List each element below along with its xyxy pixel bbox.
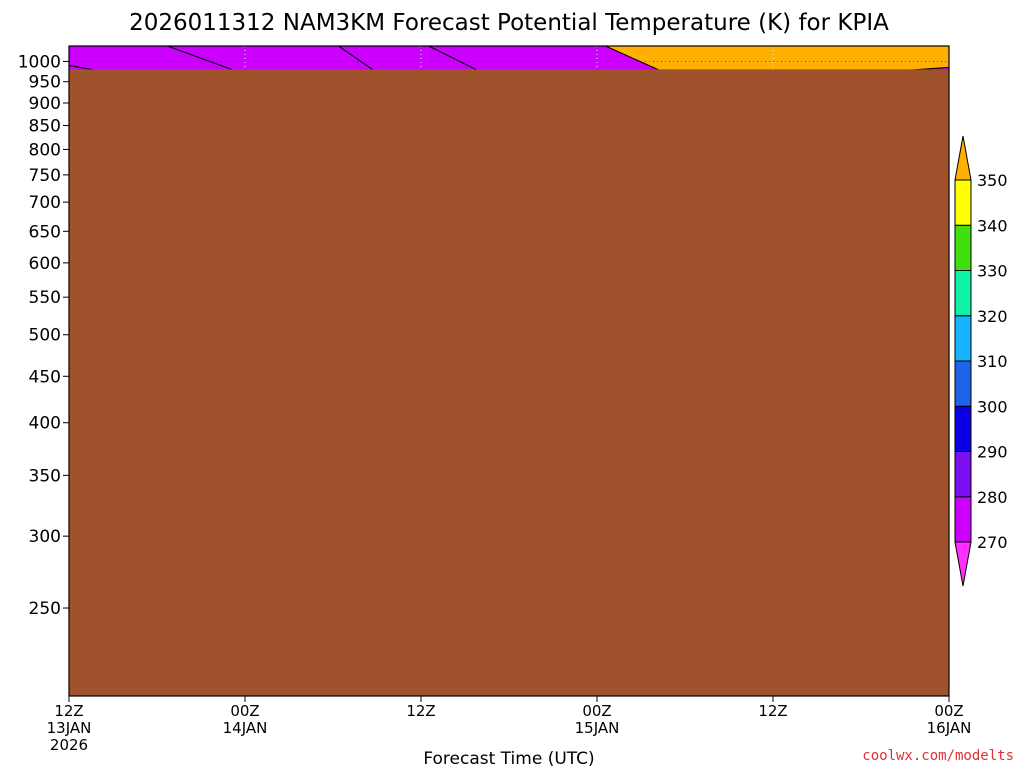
colorbar-segment bbox=[954, 270, 972, 317]
x-tick-label: 00Z bbox=[230, 702, 259, 720]
colorbar-segment-above bbox=[954, 135, 972, 181]
y-tick-label: 1000 bbox=[18, 52, 61, 72]
colorbar-segment bbox=[954, 315, 972, 362]
colorbar-tick-label: 340 bbox=[977, 216, 1008, 235]
x-tick-label: 14JAN bbox=[223, 719, 268, 737]
x-tick-label: 2026 bbox=[50, 736, 88, 754]
colorbar-legend: 270 280 290 300 310 320 330 340 350 bbox=[954, 135, 1008, 587]
x-tick-label: 12Z bbox=[758, 702, 787, 720]
x-tick-label: 15JAN bbox=[575, 719, 620, 737]
colorbar-segment bbox=[954, 360, 972, 407]
y-tick-label: 450 bbox=[29, 367, 61, 387]
colorbar-tick-label: 270 bbox=[977, 533, 1008, 552]
y-tick-label: 600 bbox=[29, 254, 61, 274]
x-tick-label: 13JAN bbox=[47, 719, 92, 737]
y-tick-label: 700 bbox=[29, 193, 61, 213]
y-axis: 250 300 350 400 450 500 550 600 650 700 750 800 850 9… bbox=[18, 52, 69, 619]
y-tick-label: 850 bbox=[29, 117, 61, 137]
colorbar-tick-label: 320 bbox=[977, 307, 1008, 326]
colorbar-tick-label: 330 bbox=[977, 262, 1008, 281]
y-tick-label: 500 bbox=[29, 326, 61, 346]
ground-surface bbox=[69, 69, 949, 696]
colorbar-tick-label: 300 bbox=[977, 397, 1008, 416]
y-tick-label: 400 bbox=[29, 414, 61, 434]
colorbar-tick-label: 290 bbox=[977, 443, 1008, 462]
y-tick-label: 550 bbox=[29, 288, 61, 308]
credit-link[interactable]: coolwx.com/modelts bbox=[862, 748, 1014, 764]
y-tick-label: 300 bbox=[29, 527, 61, 547]
plot-area: 3563523483483443443403403363363323323283… bbox=[69, 46, 949, 696]
colorbar-tick-label: 350 bbox=[977, 171, 1008, 190]
y-tick-label: 800 bbox=[29, 140, 61, 160]
colorbar-tick-label: 310 bbox=[977, 352, 1008, 371]
colorbar-segment bbox=[954, 179, 972, 226]
colorbar-segment bbox=[954, 451, 972, 498]
x-tick-label: 00Z bbox=[934, 702, 963, 720]
y-tick-label: 650 bbox=[29, 222, 61, 242]
chart-title: 2026011312 NAM3KM Forecast Potential Tem… bbox=[129, 10, 889, 36]
x-axis-label: Forecast Time (UTC) bbox=[423, 749, 594, 768]
y-tick-label: 750 bbox=[29, 166, 61, 186]
y-tick-label: 250 bbox=[29, 599, 61, 619]
colorbar-tick-label: 280 bbox=[977, 488, 1008, 507]
x-tick-label: 12Z bbox=[54, 702, 83, 720]
colorbar-segment bbox=[954, 224, 972, 271]
y-tick-label: 950 bbox=[29, 73, 61, 93]
colorbar-segment-below bbox=[954, 541, 972, 587]
colorbar-segment bbox=[954, 405, 972, 452]
x-tick-label: 12Z bbox=[406, 702, 435, 720]
y-tick-label: 350 bbox=[29, 466, 61, 486]
y-tick-label: 900 bbox=[29, 94, 61, 114]
colorbar-segment bbox=[954, 496, 972, 543]
plot-frame bbox=[68, 45, 950, 697]
x-tick-label: 16JAN bbox=[927, 719, 972, 737]
x-tick-label: 00Z bbox=[582, 702, 611, 720]
